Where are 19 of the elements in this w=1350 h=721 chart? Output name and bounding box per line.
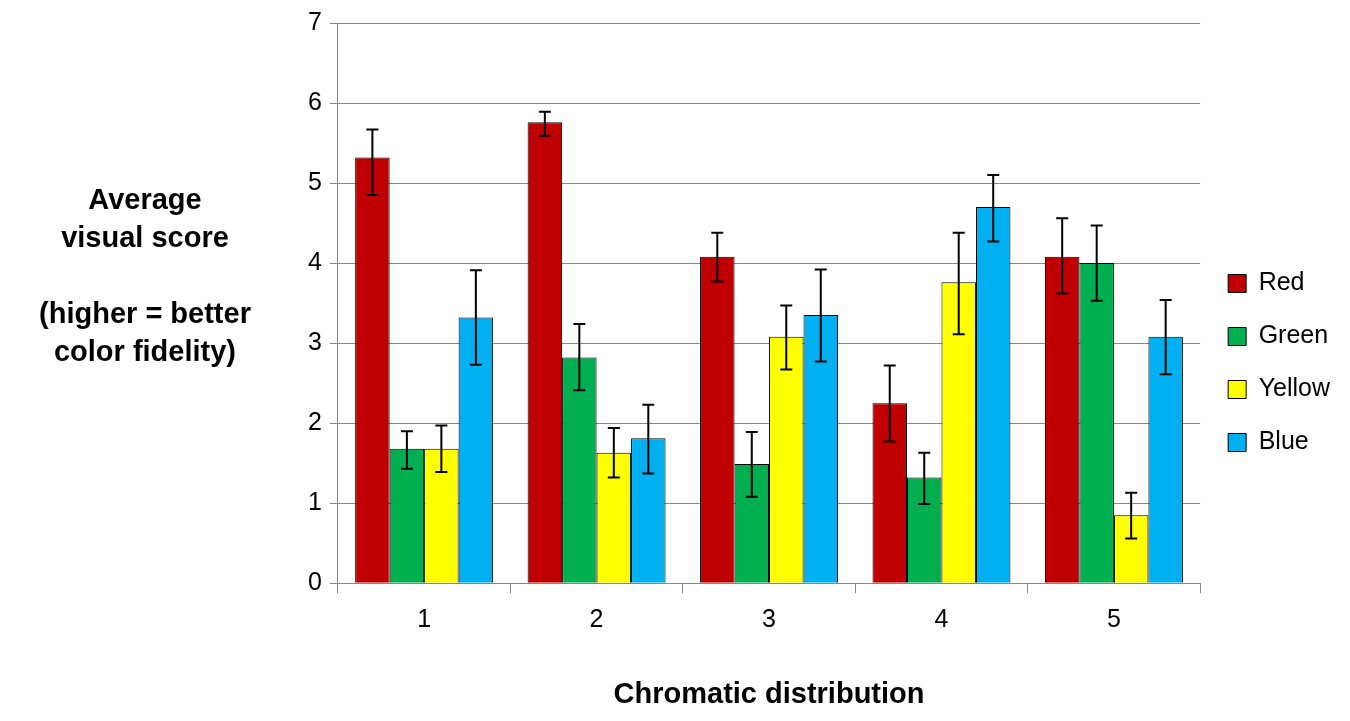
y-tick-label: 7 <box>308 6 322 35</box>
y-tick-label: 2 <box>308 407 322 436</box>
y-tick-label: 3 <box>308 327 322 355</box>
text: Average visual score (higher = better color fidelity) <box>39 183 251 367</box>
x-tick-label: 2 <box>589 604 604 633</box>
legend-label: Yellow <box>1258 373 1331 402</box>
legend-label: Blue <box>1258 426 1309 455</box>
y-tick-label: 6 <box>308 86 322 115</box>
x-tick-label: 4 <box>934 604 949 633</box>
y-tick-label: 5 <box>308 166 322 195</box>
y-tick-label: 1 <box>308 487 322 516</box>
x-tick-label: 5 <box>1106 604 1121 633</box>
y-tick-label: 0 <box>308 567 322 596</box>
x-tick-label: 1 <box>417 604 432 633</box>
legend-label: Green <box>1258 320 1329 349</box>
x-axis-title: Chromatic distribution <box>613 676 925 709</box>
x-tick-label: 3 <box>762 604 776 633</box>
y-tick-label: 4 <box>308 246 322 275</box>
legend-label: Red <box>1258 267 1305 296</box>
